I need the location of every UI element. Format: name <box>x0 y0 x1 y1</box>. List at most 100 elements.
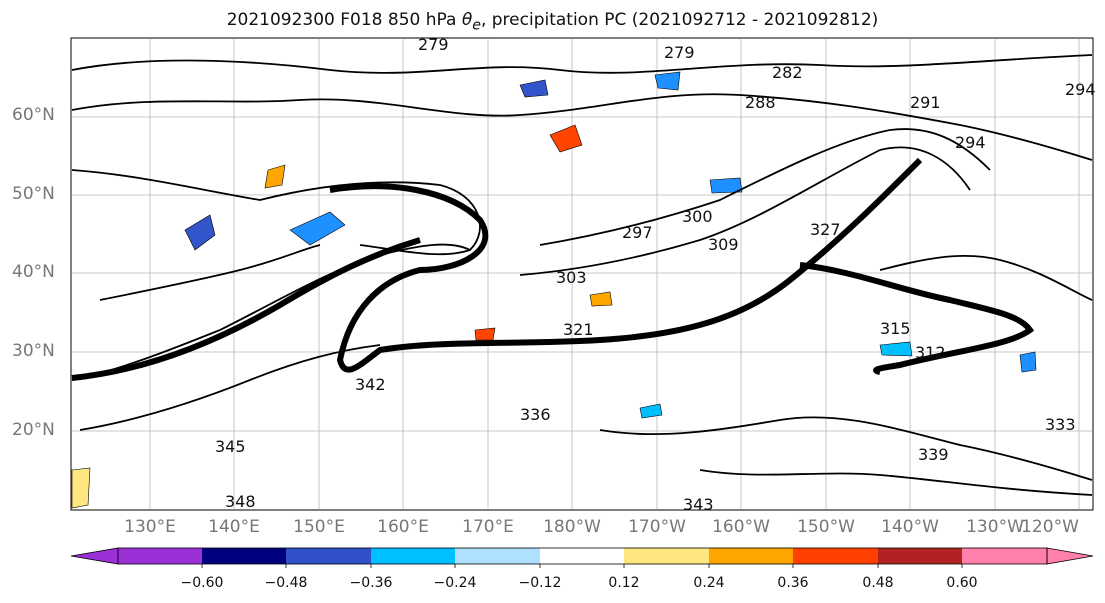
colorbar-segment <box>202 548 286 564</box>
contour-label: 294 <box>955 133 986 152</box>
fill-patch <box>1019 351 1037 373</box>
front-band-east <box>799 262 1035 375</box>
colorbar-label: 0.48 <box>862 575 894 591</box>
contour-label: 300 <box>682 207 713 226</box>
lat-label-20n: 20°N <box>12 420 55 440</box>
front-band-west <box>71 237 421 381</box>
lon-label-160e: 160°E <box>377 517 429 537</box>
lon-label-150w: 150°W <box>797 517 855 537</box>
theta-e-contours <box>71 54 1093 496</box>
colorbar <box>70 547 1094 568</box>
colorbar-label: −0.60 <box>180 575 224 591</box>
front-band-central <box>329 157 923 373</box>
colorbar-extend-low <box>70 547 119 565</box>
theta-symbol: θ <box>461 10 473 30</box>
contour-label: 282 <box>772 63 803 82</box>
colorbar-outline <box>117 547 1048 565</box>
contour-label: 279 <box>664 43 695 62</box>
contour-label: 309 <box>708 235 739 254</box>
lon-label-170e: 170°E <box>462 517 514 537</box>
contour-label: 327 <box>810 220 841 239</box>
colorbar-label: −0.48 <box>264 575 308 591</box>
colorbar-segment <box>118 548 202 564</box>
colorbar-label: 0.36 <box>777 575 809 591</box>
precipitation-fill-patches <box>71 71 1037 509</box>
lon-label-170w: 170°W <box>628 517 686 537</box>
fill-patch <box>474 327 496 341</box>
colorbar-segment <box>878 548 962 564</box>
contour-line <box>519 146 971 276</box>
lon-label-140e: 140°E <box>208 517 260 537</box>
contour-label: 336 <box>520 405 551 424</box>
contour-label: 342 <box>355 375 386 394</box>
colorbar-label: −0.36 <box>349 575 393 591</box>
lon-label-180: 180°W <box>543 517 601 537</box>
colorbar-label: −0.24 <box>433 575 477 591</box>
colorbar-segment <box>709 548 793 564</box>
contour-line <box>99 244 321 301</box>
lon-label-130e: 130°E <box>124 517 176 537</box>
lon-label-160w: 160°W <box>712 517 770 537</box>
contour-label: 294 <box>1065 80 1096 99</box>
contour-line <box>71 93 1093 161</box>
contour-label-group: 279 279 282 288 291 294 294 297 300 303 … <box>215 35 1096 514</box>
colorbar-segment <box>962 548 1047 564</box>
fill-patch <box>654 71 681 91</box>
frontal-band <box>71 157 1035 381</box>
gridlines <box>71 38 1093 510</box>
lon-label-140w: 140°W <box>881 517 939 537</box>
lat-label-60n: 60°N <box>12 105 55 125</box>
contour-label: 315 <box>880 319 911 338</box>
contour-label: 297 <box>622 223 653 242</box>
contour-line <box>71 54 1093 74</box>
lat-label-30n: 30°N <box>12 341 55 361</box>
fill-patch <box>589 291 613 307</box>
contour-label: 321 <box>563 320 594 339</box>
fill-patch <box>709 177 743 194</box>
contour-label: 279 <box>418 35 449 54</box>
lat-label-40n: 40°N <box>12 262 55 282</box>
fill-patch <box>184 214 216 251</box>
contour-line <box>71 243 471 381</box>
colorbar-segment <box>793 548 878 564</box>
fill-patch <box>519 79 549 98</box>
lon-label-120w: 120°W <box>1021 517 1079 537</box>
colorbar-segment <box>624 548 709 564</box>
colorbar-segment <box>371 548 455 564</box>
title-suffix: , precipitation PC (2021092712 - 2021092… <box>480 10 879 30</box>
map-title: 2021092300 F018 850 hPa θe, precipitatio… <box>0 10 1105 33</box>
fill-patch <box>71 467 91 509</box>
fill-patch <box>264 164 286 189</box>
contour-line <box>71 169 481 256</box>
lat-label-50n: 50°N <box>12 184 55 204</box>
contour-label: 312 <box>915 343 946 362</box>
colorbar-segment <box>286 548 371 564</box>
lon-label-150e: 150°E <box>293 517 345 537</box>
colorbar-segment <box>540 548 624 564</box>
title-prefix: 2021092300 F018 850 hPa <box>226 10 462 30</box>
contour-line <box>539 128 991 246</box>
contour-label: 333 <box>1045 415 1076 434</box>
contour-line <box>699 469 1093 496</box>
colorbar-segment <box>455 548 540 564</box>
fill-patch <box>879 341 913 357</box>
theta-subscript: e <box>472 17 481 34</box>
contour-label: 288 <box>745 93 776 112</box>
contour-label: 348 <box>225 492 256 511</box>
fill-patch <box>289 211 346 246</box>
contour-line <box>599 416 1093 481</box>
contour-label: 303 <box>556 268 587 287</box>
fill-patch <box>639 403 663 419</box>
contour-label: 343 <box>683 495 714 514</box>
contour-label: 339 <box>918 445 949 464</box>
lon-label-130w: 130°W <box>966 517 1024 537</box>
colorbar-label: 0.24 <box>693 575 725 591</box>
fill-patch <box>549 124 583 153</box>
contour-label: 345 <box>215 437 246 456</box>
colorbar-label: −0.12 <box>518 575 562 591</box>
colorbar-label: 0.60 <box>946 575 978 591</box>
colorbar-label: 0.12 <box>608 575 640 591</box>
contour-label: 291 <box>910 93 941 112</box>
contour-line <box>879 255 1093 301</box>
